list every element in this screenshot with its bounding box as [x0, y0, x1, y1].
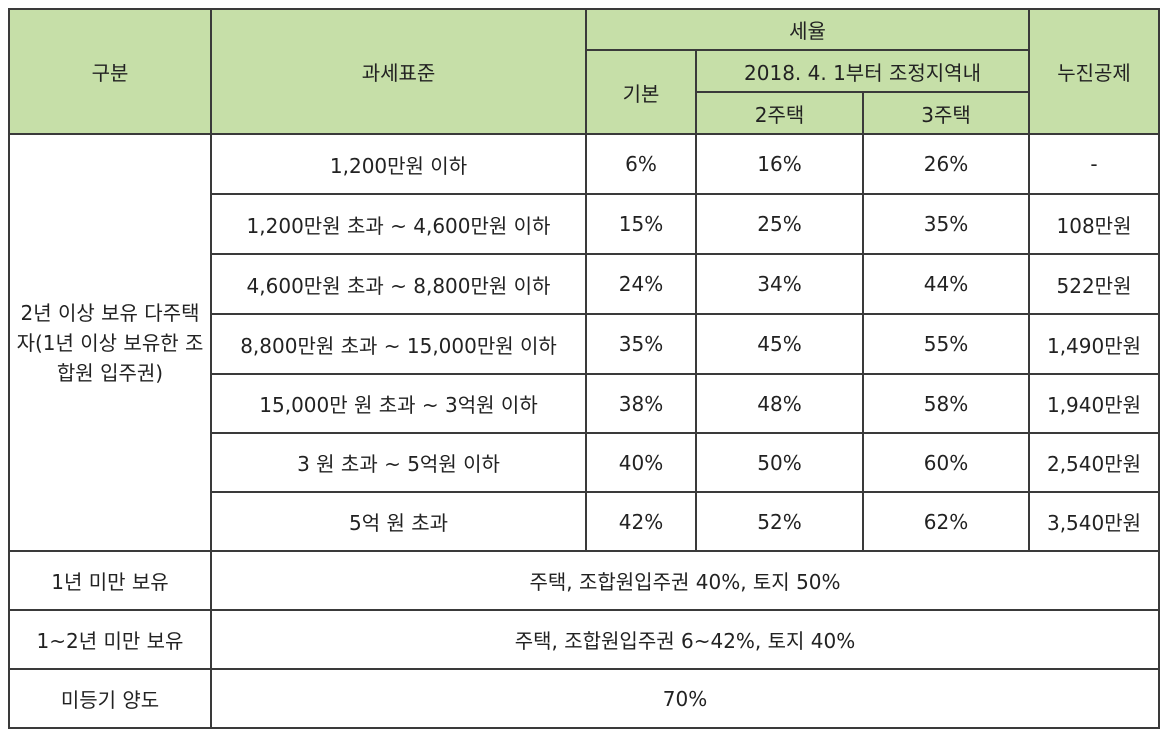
- holding-period-rate: 주택, 조합원입주권 6~42%, 토지 40%: [210, 609, 1160, 670]
- header-basic: 기본: [585, 49, 697, 135]
- basic-rate-cell: 40%: [585, 432, 697, 493]
- deduction-cell: 522만원: [1028, 253, 1160, 315]
- tax-base-cell: 1,200만원 초과 ~ 4,600만원 이하: [210, 193, 587, 255]
- unregistered-transfer-rate: 70%: [210, 668, 1160, 729]
- header-category: 구분: [8, 8, 212, 135]
- header-three-houses: 3주택: [862, 91, 1030, 135]
- three-house-rate-cell: 35%: [862, 193, 1030, 255]
- tax-base-cell: 3 원 초과 ~ 5억원 이하: [210, 432, 587, 493]
- table-row: 3 원 초과 ~ 5억원 이하 40% 50% 60% 2,540만원: [9, 432, 1160, 493]
- deduction-cell: -: [1028, 133, 1160, 195]
- three-house-rate-cell: 62%: [862, 491, 1030, 552]
- table-row: 2년 이상 보유 다주택자(1년 이상 보유한 조합원 입주권) 1,200만원…: [8, 133, 1160, 552]
- unregistered-transfer-label: 미등기 양도: [8, 668, 212, 729]
- three-house-rate-cell: 55%: [862, 313, 1030, 375]
- deduction-cell: 1,940만원: [1028, 373, 1160, 434]
- table-row: 1,200만원 초과 ~ 4,600만원 이하 15% 25% 35% 108만…: [9, 193, 1160, 255]
- three-house-rate-cell: 60%: [862, 432, 1030, 493]
- three-house-rate-cell: 26%: [862, 133, 1030, 195]
- holding-period-rate: 주택, 조합원입주권 40%, 토지 50%: [210, 550, 1160, 611]
- two-house-rate-cell: 45%: [695, 313, 864, 375]
- header-tax-rate: 세율: [585, 8, 1030, 51]
- basic-rate-cell: 38%: [585, 373, 697, 434]
- table-row: 1년 미만 보유 주택, 조합원입주권 40%, 토지 50%: [8, 550, 1160, 611]
- table-row: 5억 원 초과 42% 52% 62% 3,540만원: [9, 491, 1160, 552]
- three-house-rate-cell: 44%: [862, 253, 1030, 315]
- tax-base-cell: 1,200만원 이하: [210, 133, 587, 195]
- table-row: 미등기 양도 70%: [8, 668, 1160, 729]
- deduction-cell: 2,540만원: [1028, 432, 1160, 493]
- tax-base-cell: 8,800만원 초과 ~ 15,000만원 이하: [210, 313, 587, 375]
- two-house-rate-cell: 16%: [695, 133, 864, 195]
- two-house-rate-cell: 34%: [695, 253, 864, 315]
- deduction-cell: 3,540만원: [1028, 491, 1160, 552]
- capital-gains-tax-rate-table: 구분 과세표준 세율 누진공제 기본 2018. 4. 1부터 조정지역내 2주…: [8, 8, 1160, 729]
- tax-base-cell: 15,000만 원 초과 ~ 3억원 이하: [210, 373, 587, 434]
- header-adjusted-region: 2018. 4. 1부터 조정지역내: [695, 49, 1030, 93]
- holding-period-label: 1년 미만 보유: [8, 550, 212, 611]
- tax-base-cell: 5억 원 초과: [210, 491, 587, 552]
- two-house-rate-cell: 48%: [695, 373, 864, 434]
- table-row: 4,600만원 초과 ~ 8,800만원 이하 24% 34% 44% 522만…: [9, 253, 1160, 315]
- tax-base-cell: 4,600만원 초과 ~ 8,800만원 이하: [210, 253, 587, 315]
- header-tax-base: 과세표준: [210, 8, 587, 135]
- tax-rate-table-wrapper: 구분 과세표준 세율 누진공제 기본 2018. 4. 1부터 조정지역내 2주…: [8, 8, 1160, 729]
- group-label-multi-home-owner: 2년 이상 보유 다주택자(1년 이상 보유한 조합원 입주권): [8, 133, 212, 552]
- deduction-cell: 108만원: [1028, 193, 1160, 255]
- three-house-rate-cell: 58%: [862, 373, 1030, 434]
- two-house-rate-cell: 50%: [695, 432, 864, 493]
- table-row: 1~2년 미만 보유 주택, 조합원입주권 6~42%, 토지 40%: [8, 609, 1160, 670]
- two-house-rate-cell: 25%: [695, 193, 864, 255]
- table-row: 8,800만원 초과 ~ 15,000만원 이하 35% 45% 55% 1,4…: [9, 313, 1160, 375]
- basic-rate-cell: 15%: [585, 193, 697, 255]
- basic-rate-cell: 42%: [585, 491, 697, 552]
- table-row: 15,000만 원 초과 ~ 3억원 이하 38% 48% 58% 1,940만…: [9, 373, 1160, 434]
- header-progressive-deduction: 누진공제: [1028, 8, 1160, 135]
- basic-rate-cell: 24%: [585, 253, 697, 315]
- header-two-houses: 2주택: [695, 91, 864, 135]
- basic-rate-cell: 35%: [585, 313, 697, 375]
- deduction-cell: 1,490만원: [1028, 313, 1160, 375]
- two-house-rate-cell: 52%: [695, 491, 864, 552]
- holding-period-label: 1~2년 미만 보유: [8, 609, 212, 670]
- basic-rate-cell: 6%: [585, 133, 697, 195]
